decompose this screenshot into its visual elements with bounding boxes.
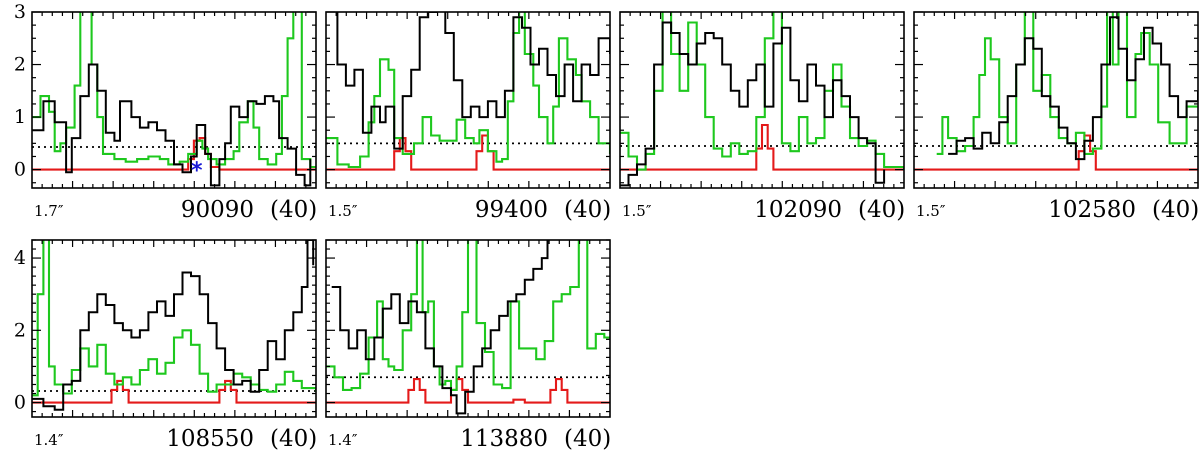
frequency-label: 90090	[181, 197, 254, 223]
plot-area	[326, 12, 610, 171]
y-tick-label: 0	[14, 159, 26, 181]
frequency-label: 99400	[475, 197, 548, 223]
beam-size-label: 1.7″	[34, 202, 64, 220]
y-tick-label: 0	[14, 392, 26, 414]
series-model-total-line	[326, 240, 610, 391]
plot-area	[32, 240, 316, 411]
count-label: (40)	[270, 426, 317, 452]
series-model-species-line	[326, 378, 610, 404]
spectrum-panel-99400: 1.5″ 99400 (40)	[325, 11, 611, 223]
series-model-species-line	[32, 137, 316, 171]
beam-size-label: 1.4″	[34, 431, 64, 449]
spectrum-panel-102580: 1.5″ 102580 (40)	[913, 11, 1199, 223]
plot-area: *	[32, 12, 316, 187]
series-model-total-line	[936, 12, 1198, 155]
panel-frame	[913, 11, 1199, 189]
series-observed-line	[32, 63, 312, 187]
count-label: (40)	[270, 197, 317, 223]
series-observed-line	[948, 16, 1198, 161]
beam-size-label: 1.4″	[328, 431, 358, 449]
count-label: (40)	[564, 197, 611, 223]
plot-area	[914, 12, 1198, 171]
series-observed-line	[620, 21, 886, 187]
panels-layer: * 0 1 2 3 1.7″ 90090 (40) 1.5″ 99400 (40) 1.5″ 10209…	[14, 1, 1199, 452]
beam-size-label: 1.5″	[916, 202, 946, 220]
series-model-species-line	[620, 123, 904, 171]
series-model-total-line	[326, 12, 610, 169]
series-observed-line	[336, 12, 610, 150]
spectrum-panel-90090: * 0 1 2 3 1.7″ 90090 (40)	[14, 1, 317, 223]
spectrum-panel-108550: 0 2 4 1.4″ 108550 (40)	[14, 239, 317, 452]
y-tick-label: 2	[14, 54, 26, 76]
y-tick-label: 3	[14, 1, 26, 23]
y-tick-label: 4	[14, 247, 26, 269]
y-tick-label: 2	[14, 319, 26, 341]
frequency-label: 102580	[1048, 197, 1136, 223]
spectrum-panel-102090: 1.5″ 102090 (40)	[619, 11, 905, 223]
frequency-label: 102090	[754, 197, 842, 223]
beam-size-label: 1.5″	[622, 202, 652, 220]
series-model-total-line	[32, 240, 316, 397]
plot-area	[620, 12, 904, 187]
count-label: (40)	[564, 426, 611, 452]
marker-star: *	[191, 159, 203, 184]
spectrum-panel-113880: 1.4″ 113880 (40)	[325, 239, 611, 452]
series-observed-line	[32, 240, 315, 411]
beam-size-label: 1.5″	[328, 202, 358, 220]
y-tick-label: 1	[14, 106, 26, 128]
series-model-total-line	[32, 12, 316, 169]
count-label: (40)	[1152, 197, 1199, 223]
series-model-species-line	[32, 379, 316, 404]
plot-area	[326, 240, 610, 415]
series-observed-line	[331, 240, 549, 415]
frequency-label: 108550	[166, 426, 254, 452]
frequency-label: 113880	[460, 426, 548, 452]
count-label: (40)	[858, 197, 905, 223]
